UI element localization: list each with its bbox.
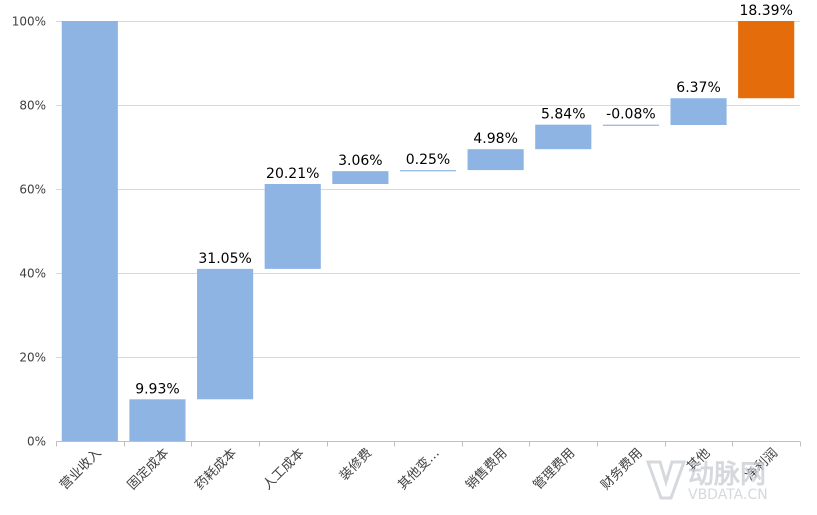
bar [61, 21, 118, 441]
watermark-logo-icon [645, 460, 687, 500]
data-label: 4.98% [473, 131, 517, 147]
y-tick-label: 60% [19, 183, 46, 197]
bar [670, 98, 727, 125]
y-tick-label: 100% [12, 15, 46, 29]
data-label: 5.84% [541, 107, 585, 123]
bar [399, 170, 457, 172]
y-tick-label: 0% [27, 435, 46, 449]
gridlines [56, 21, 800, 358]
y-tick-label: 40% [19, 267, 46, 281]
category-label: 财务费用 [598, 445, 646, 493]
data-label: 6.37% [676, 80, 720, 96]
category-label: 管理费用 [531, 446, 578, 493]
data-label: 9.93% [135, 381, 179, 397]
category-labels: 营业收入 固定成本 药耗成本 人工成本 装修费 其他变… 销售费用 管理费用 财务费用 其他 净利润 [57, 445, 781, 493]
bar [738, 21, 795, 99]
bar [197, 268, 254, 400]
data-label: 31.05% [198, 251, 251, 267]
bar [332, 171, 389, 185]
data-labels: 9.93% 31.05% 20.21% 3.06% 0.25% 4.98% 5.84% -0.… [135, 3, 793, 397]
category-label: 营业收入 [57, 446, 104, 493]
category-label: 固定成本 [125, 446, 172, 493]
data-label: 0.25% [406, 152, 450, 168]
y-tick-label: 20% [19, 351, 46, 365]
bar [467, 149, 524, 171]
bars [61, 21, 795, 441]
data-label: 20.21% [266, 166, 319, 182]
watermark-brand: 动脉网 [688, 460, 766, 490]
bar [602, 124, 659, 126]
x-axis [56, 441, 801, 447]
watermark: 动脉网 VBDATA.CN [645, 460, 768, 503]
watermark-domain: VBDATA.CN [688, 487, 768, 503]
category-label: 药耗成本 [193, 446, 240, 493]
category-label: 销售费用 [462, 445, 510, 493]
bar [264, 184, 321, 269]
bar [535, 124, 592, 150]
y-axis-ticks: 0% 20% 40% 60% 80% 100% [12, 15, 46, 449]
category-label: 装修费 [337, 446, 375, 484]
data-label: 18.39% [739, 3, 792, 19]
category-label: 人工成本 [260, 446, 307, 493]
bar [129, 399, 186, 441]
data-label: 3.06% [338, 153, 382, 169]
data-label: -0.08% [606, 107, 656, 123]
y-tick-label: 80% [19, 99, 46, 113]
category-label: 其他变… [395, 445, 443, 493]
